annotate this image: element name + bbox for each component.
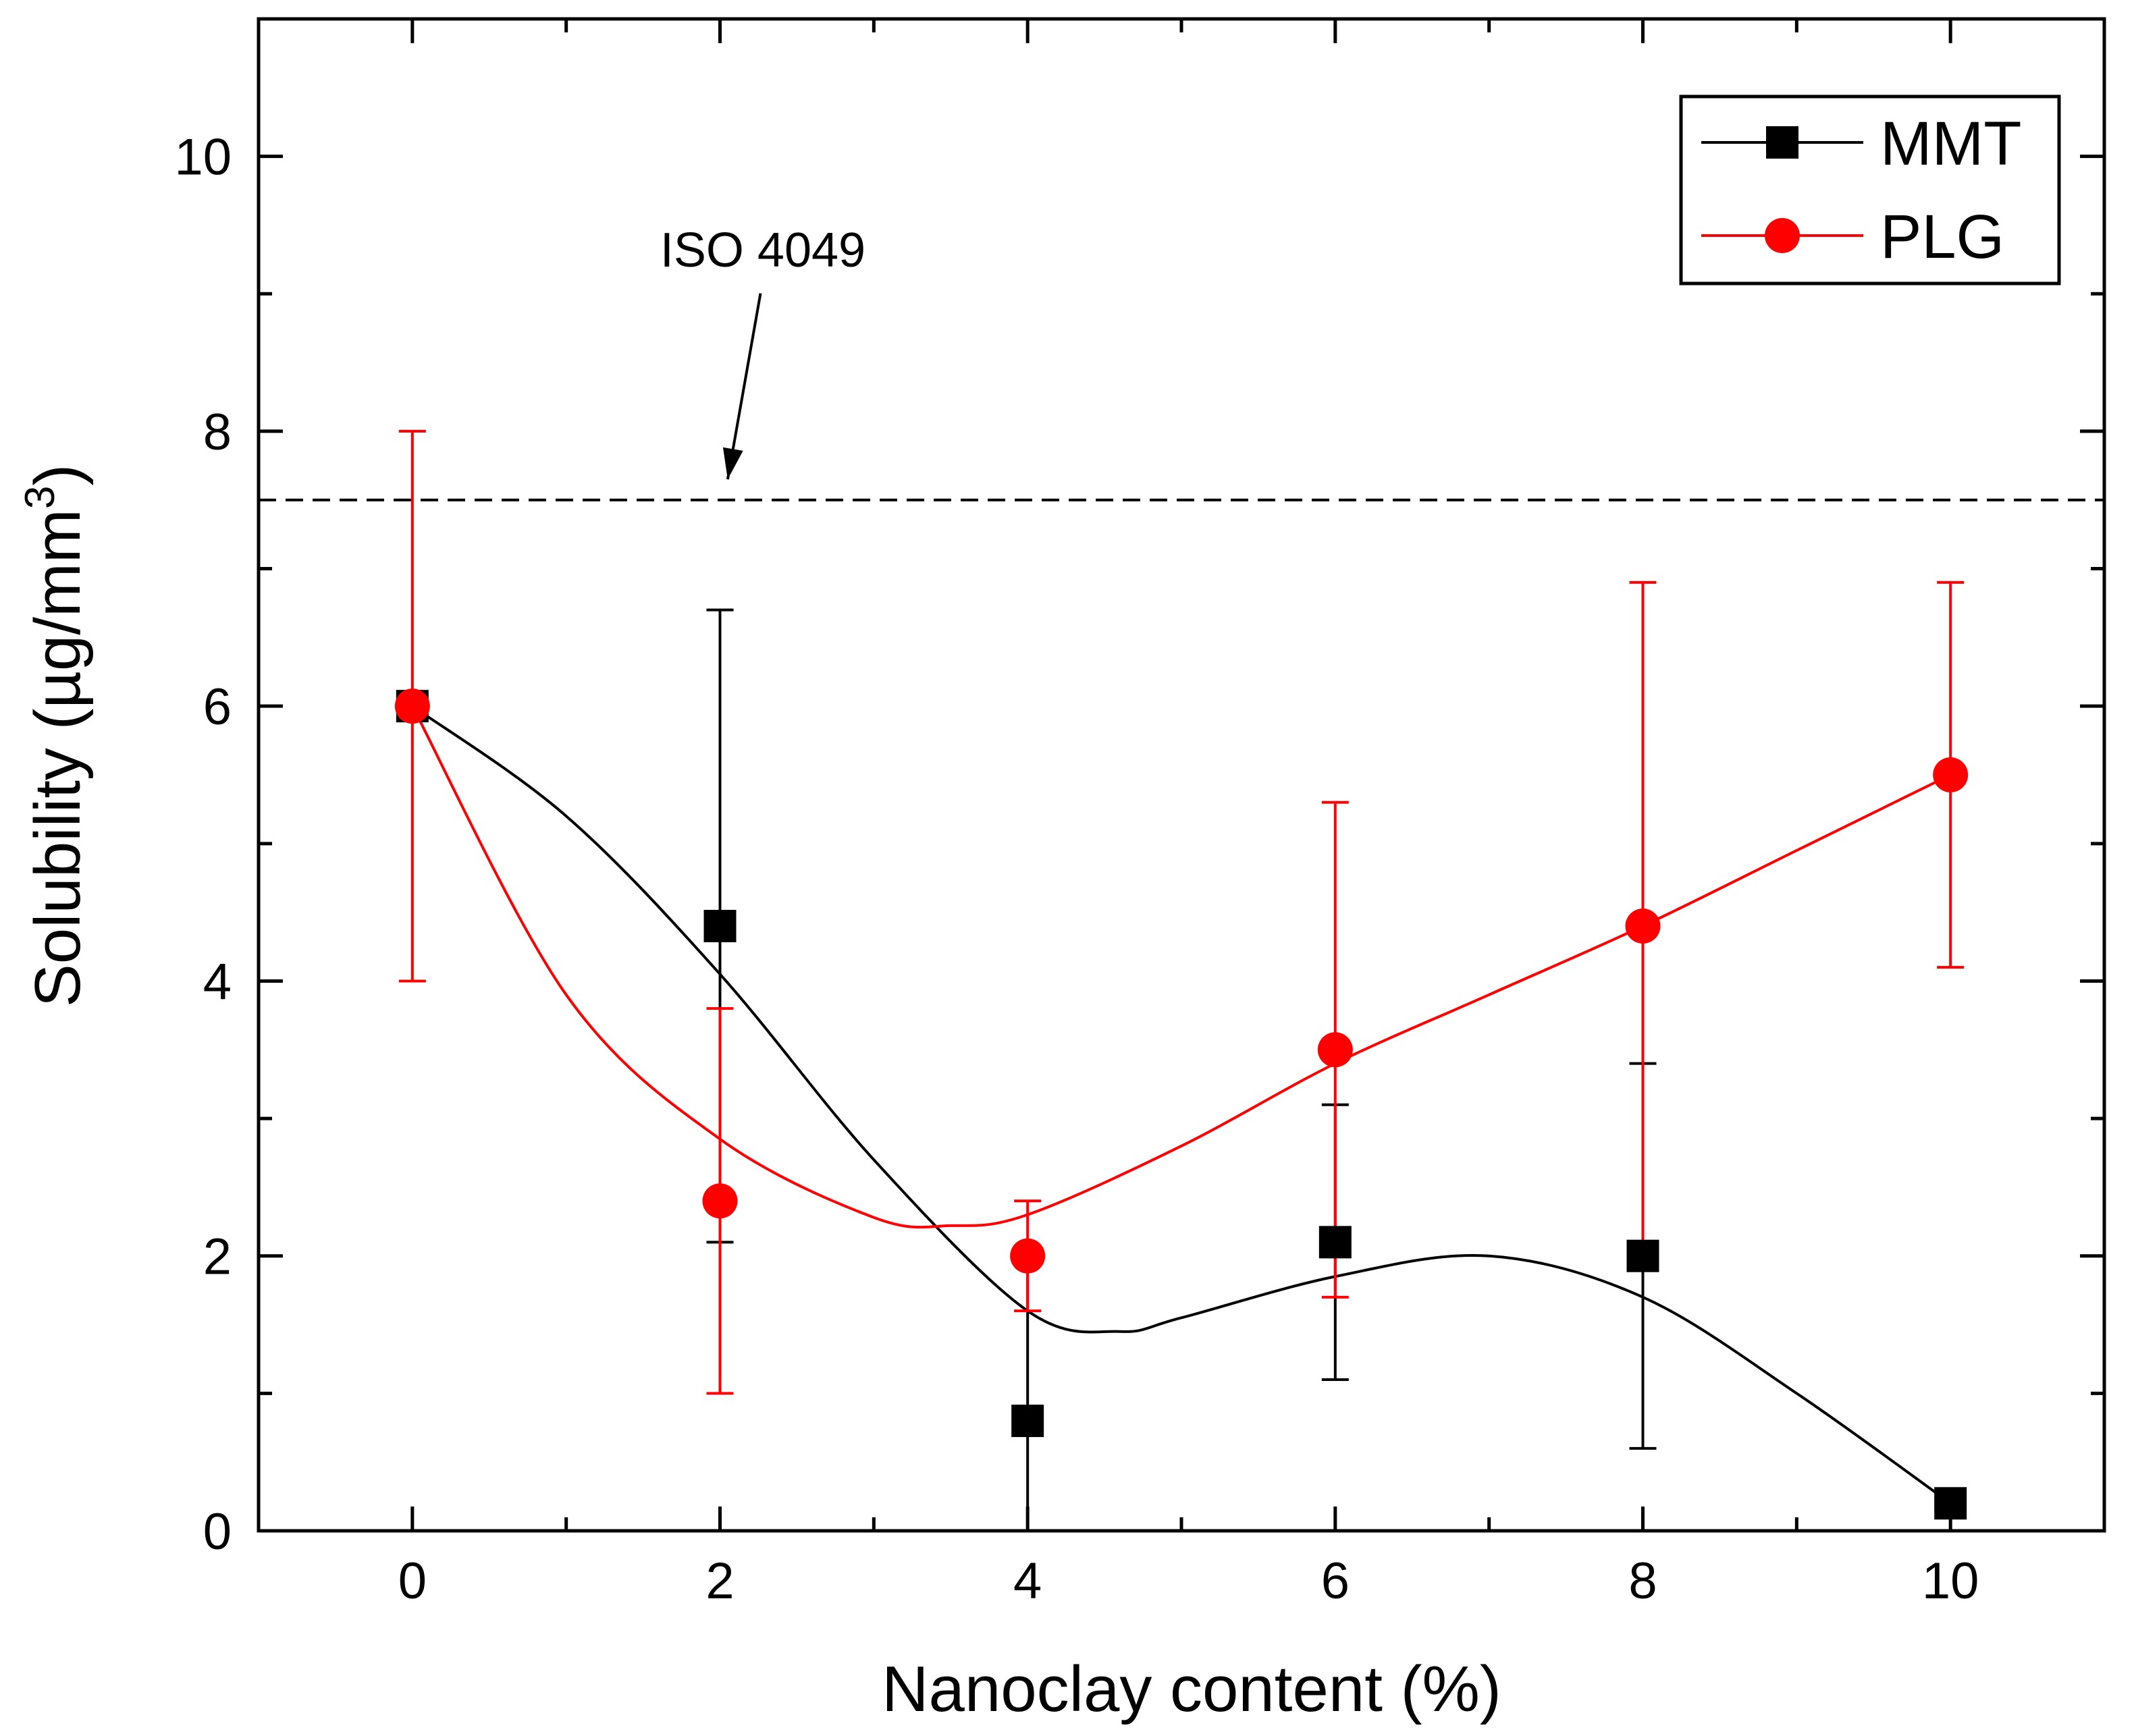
annotation-iso-4049: ISO 4049 <box>660 223 865 277</box>
y-tick-label: 8 <box>203 404 232 461</box>
y-tick-label: 10 <box>174 129 232 186</box>
y-axis-title-close: ) <box>22 464 94 486</box>
legend-label-mmt: MMT <box>1880 109 2021 178</box>
x-tick-label: 0 <box>398 1552 427 1610</box>
fit-curves <box>411 705 1952 1504</box>
plg-point <box>1010 1238 1046 1274</box>
data-markers <box>394 688 1969 1520</box>
x-tick-label: 6 <box>1321 1552 1350 1610</box>
legend-box <box>1679 94 2061 286</box>
mmt-point <box>1011 1405 1044 1438</box>
y-axis-title: Solubility (µg/mm3) <box>17 464 94 1008</box>
x-tick-label: 10 <box>1922 1552 1979 1610</box>
reference-layer <box>259 293 2104 501</box>
y-tick-label: 6 <box>203 678 232 736</box>
plg-point <box>1317 1032 1353 1068</box>
plg-point <box>702 1183 738 1219</box>
x-tick-label: 4 <box>1013 1552 1042 1610</box>
y-axis-title-superscript: 3 <box>17 486 63 509</box>
mmt-point <box>703 910 737 942</box>
plg-point <box>1933 757 1969 792</box>
mmt-point <box>1626 1239 1659 1272</box>
y-tick-label: 4 <box>203 953 232 1010</box>
y-axis-title-main: Solubility (µg/mm <box>22 509 94 1007</box>
legend-marker-mmt <box>1766 126 1798 159</box>
x-axis-title: Nanoclay content (%) <box>882 1653 1501 1725</box>
mmt-point <box>1318 1226 1352 1259</box>
y-tick-label: 0 <box>203 1503 232 1561</box>
legend-label-plg: PLG <box>1880 202 2004 271</box>
plg-point <box>1625 908 1661 944</box>
annotation-arrow-shaft <box>726 293 762 480</box>
plg-point <box>394 688 430 724</box>
axes: 0 2 4 6 8 10 0 2 4 6 8 10 <box>174 17 2106 1610</box>
annotation-arrow-head <box>722 447 743 480</box>
x-tick-label: 2 <box>705 1552 734 1610</box>
plg-fit-curve <box>411 705 1952 1229</box>
mmt-fit-curve <box>411 705 1952 1504</box>
y-tick-label: 2 <box>203 1228 232 1286</box>
x-tick-label: 8 <box>1628 1552 1657 1610</box>
legend: MMT PLG <box>1679 94 2061 286</box>
legend-marker-plg <box>1765 218 1800 253</box>
